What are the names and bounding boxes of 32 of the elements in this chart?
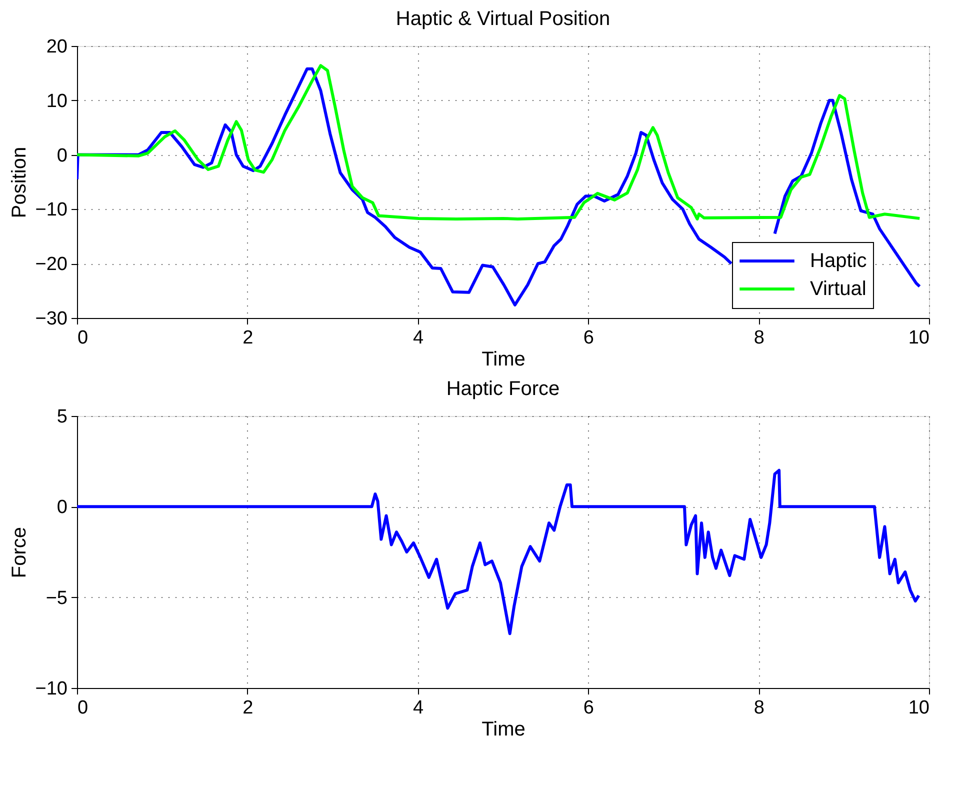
x-tick-label: 8 <box>754 698 764 718</box>
y-tick-label: −30 <box>35 308 68 330</box>
y-axis-title: Force <box>8 526 30 578</box>
x-tick-label: 2 <box>242 698 254 718</box>
x-axis-title: Time <box>482 718 526 740</box>
x-tick-label: 6 <box>583 698 594 718</box>
x-tick-label: 6 <box>583 328 594 348</box>
chart-title: Haptic Force <box>446 378 560 400</box>
y-tick-label: −10 <box>35 678 68 700</box>
y-tick-label: −10 <box>35 200 68 221</box>
x-tick-label: 4 <box>413 328 424 348</box>
y-tick-label: −5 <box>46 588 68 609</box>
x-tick-label: 10 <box>908 698 930 718</box>
x-tick-label: 8 <box>754 328 764 348</box>
y-tick-label: 10 <box>46 90 68 112</box>
y-tick-label: 5 <box>56 406 68 428</box>
x-tick-label: 0 <box>78 328 88 348</box>
x-axis-title: Time <box>482 348 526 370</box>
y-tick-label: 20 <box>46 36 68 58</box>
line-series <box>77 468 920 636</box>
y-tick-label: 0 <box>56 497 68 518</box>
chart-title: Haptic & Virtual Position <box>396 8 610 30</box>
legend-label: Haptic <box>810 250 867 272</box>
x-tick-label: 10 <box>908 328 930 348</box>
line-series <box>77 64 922 220</box>
y-tick-label: 0 <box>56 145 68 166</box>
x-tick-label: 0 <box>78 698 88 718</box>
y-axis-title: Position <box>8 146 30 218</box>
legend-label: Virtual <box>810 278 866 300</box>
x-tick-label: 4 <box>413 698 424 718</box>
y-tick-label: −20 <box>35 254 68 276</box>
x-tick-label: 2 <box>242 328 254 348</box>
